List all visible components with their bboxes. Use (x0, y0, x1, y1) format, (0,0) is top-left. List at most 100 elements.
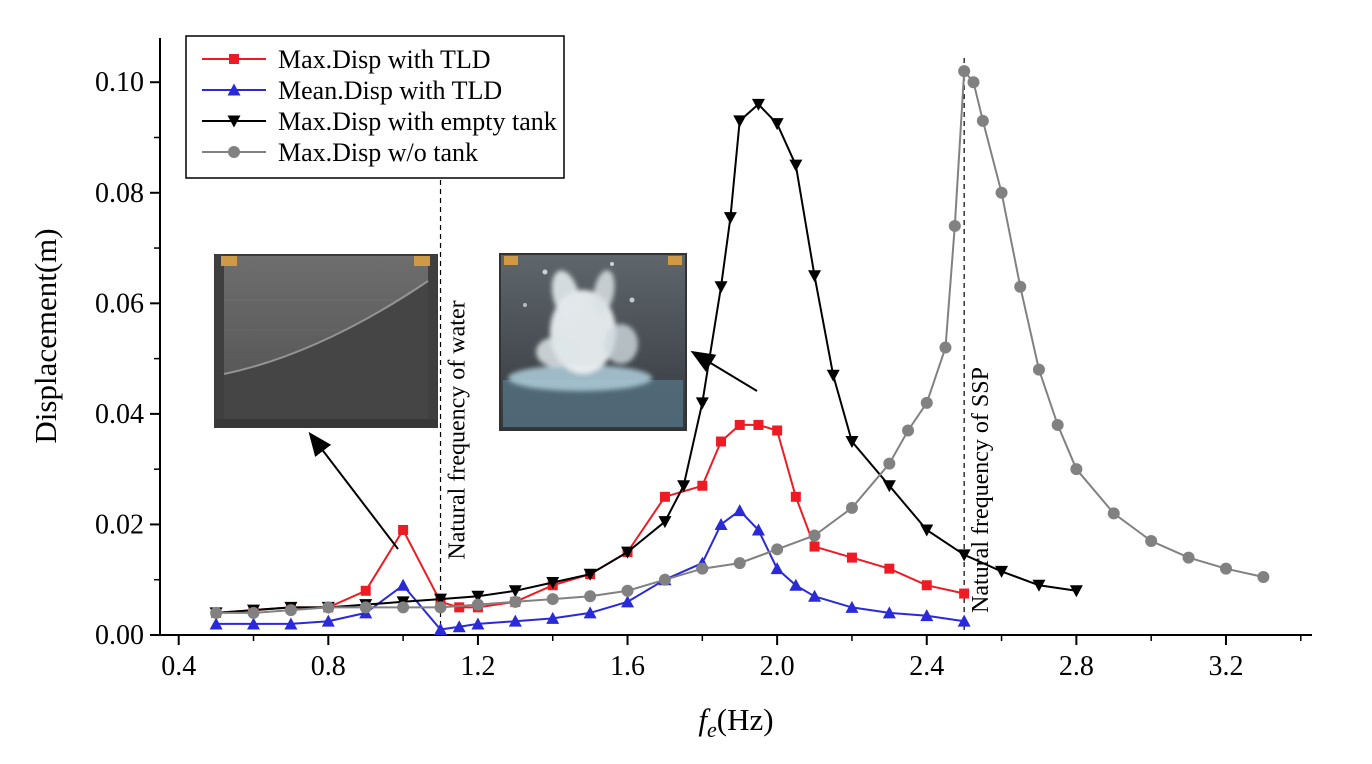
marker-triangle-up (434, 622, 448, 635)
marker-square (790, 491, 801, 502)
marker-triangle-down (920, 524, 934, 537)
series-2 (209, 98, 1083, 620)
marker-circle (621, 584, 634, 597)
marker-triangle-down (583, 568, 597, 581)
marker-circle (1051, 418, 1064, 431)
marker-circle (359, 601, 372, 614)
marker-triangle-down (546, 576, 560, 589)
marker-circle (808, 529, 821, 542)
x-tick-label: 2.8 (1059, 651, 1094, 682)
legend-label-2: Max.Disp with empty tank (278, 107, 557, 136)
splash-droplet (542, 269, 548, 275)
marker-circle (995, 186, 1008, 199)
marker-circle (1182, 551, 1195, 564)
marker-triangle-down (882, 480, 896, 493)
annotation-arrows (308, 350, 758, 550)
series-line-0 (216, 423, 965, 614)
marker-triangle-up (808, 589, 822, 602)
marker-circle (1145, 535, 1158, 548)
marker-circle (845, 501, 858, 514)
legend-label-0: Max.Disp with TLD (278, 45, 491, 74)
x-axis-subscript: e (707, 717, 717, 743)
inset-photo-water-splash (499, 253, 687, 431)
splash-cloud (508, 270, 652, 391)
marker-triangle-down (957, 549, 971, 562)
marker-circle (658, 573, 671, 586)
marker-triangle-up (247, 617, 261, 630)
marker-circle (471, 598, 484, 611)
x-tick-label: 0.8 (311, 651, 346, 682)
series-0 (211, 419, 970, 618)
sloshing-water-body (224, 281, 428, 419)
marker-triangle-down (733, 115, 747, 128)
y-axis-label: Displacement(m) (28, 228, 63, 444)
x-axis-symbol: f (698, 702, 708, 737)
x-tick-label: 0.4 (161, 651, 196, 682)
marker-triangle-up (508, 614, 522, 627)
tank-clamp-icon (504, 256, 518, 265)
marker-triangle-down (995, 565, 1009, 578)
y-tick-label: 0.00 (95, 620, 144, 651)
marker-square (697, 480, 708, 491)
tank-left-wall (215, 255, 224, 427)
marker-triangle-up (751, 523, 765, 536)
marker-triangle-up (546, 611, 560, 624)
marker-triangle-down (677, 480, 691, 493)
marker-triangle-down (808, 270, 822, 283)
marker-triangle-down (770, 118, 784, 131)
annotation-label-1: Natural frequency of SSP (968, 367, 994, 613)
marker-triangle-up (770, 562, 784, 575)
marker-circle (902, 424, 915, 437)
marker-triangle-down (714, 281, 728, 294)
marker-circle (920, 396, 933, 409)
inset-photo-tank-sloshing (214, 254, 438, 428)
marker-circle (733, 557, 746, 570)
marker-square (454, 602, 465, 613)
x-tick-label: 1.2 (460, 651, 495, 682)
marker-circle (434, 601, 447, 614)
marker-circle (284, 604, 297, 617)
marker-triangle-down (751, 98, 765, 111)
legend-label-1: Mean.Disp with TLD (278, 76, 502, 105)
marker-triangle-down (826, 369, 840, 382)
y-tick-label: 0.08 (95, 178, 144, 209)
annotation-label-0: Natural frequency of water (445, 300, 471, 559)
marker-circle (322, 601, 335, 614)
marker-triangle-down (845, 436, 859, 449)
marker-square (659, 491, 670, 502)
marker-circle (883, 457, 896, 470)
marker-triangle-up (621, 595, 635, 608)
marker-triangle-up (227, 83, 241, 96)
marker-triangle-down (1069, 585, 1083, 598)
sloshing-water-surface (223, 280, 429, 375)
marker-circle (976, 114, 989, 127)
y-tick-label: 0.06 (95, 288, 144, 319)
splash-droplet (610, 262, 614, 266)
marker-circle (1257, 570, 1270, 583)
marker-square (360, 585, 371, 596)
marker-circle (948, 219, 961, 232)
marker-triangle-down (1032, 579, 1046, 592)
marker-square (809, 541, 820, 552)
marker-square (753, 419, 764, 430)
chart-layer: Natural frequency of water Natural freque… (95, 35, 1312, 682)
tank-clamp-icon (414, 256, 430, 266)
tank-clamp-icon (221, 256, 237, 266)
marker-triangle-down (695, 397, 709, 410)
marker-circle (696, 562, 709, 575)
marker-triangle-up (733, 504, 747, 517)
y-tick-label: 0.10 (95, 67, 144, 98)
marker-square (229, 54, 239, 64)
marker-square (921, 580, 932, 591)
marker-triangle-down (508, 585, 522, 598)
marker-circle (1107, 507, 1120, 520)
marker-square (734, 419, 745, 430)
x-axis-label: fe(Hz) (698, 702, 773, 743)
series-3 (210, 65, 1270, 619)
marker-triangle-up (209, 617, 223, 630)
marker-circle (958, 65, 971, 78)
marker-triangle-up (321, 614, 335, 627)
marker-triangle-up (284, 617, 298, 630)
marker-circle (210, 606, 223, 619)
